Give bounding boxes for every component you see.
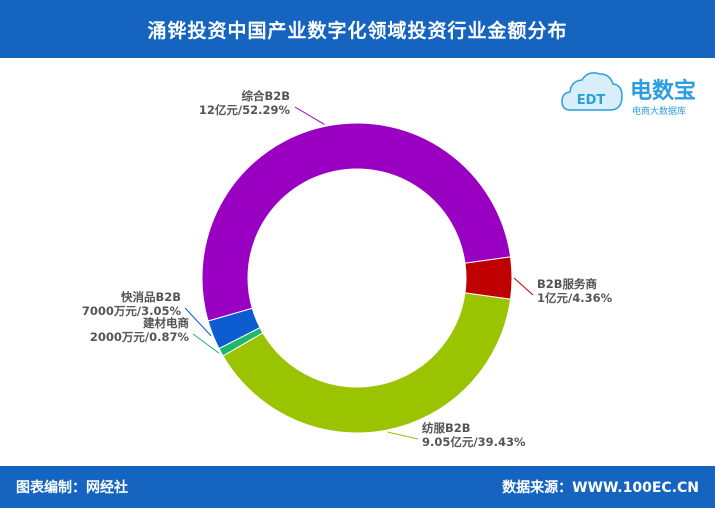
slice-name: 快消品B2B: [120, 290, 181, 304]
title-banner: 涌铧投资中国产业数字化领域投资行业金额分布: [0, 0, 715, 58]
slice-value: 1亿元/4.36%: [537, 291, 613, 305]
slice-label-3: 建材电商 2000万元/0.87%: [90, 316, 190, 344]
logo-title: 电数宝: [630, 78, 696, 104]
logo-subtitle: 电商大数据库: [632, 105, 686, 117]
slice-value: 2000万元/0.87%: [90, 330, 190, 344]
leader-line-2: [387, 431, 419, 440]
logo: EDT 电数宝 电商大数据库: [561, 72, 696, 117]
slice-label-4: 快消品B2B 7000万元/3.05%: [82, 290, 182, 318]
slice-value: 7000万元/3.05%: [82, 304, 182, 318]
footer-credit: 图表编制：网经社: [16, 480, 128, 496]
chart-title: 涌铧投资中国产业数字化领域投资行业金额分布: [147, 19, 568, 42]
slice-name: B2B服务商: [537, 277, 598, 291]
slice-label-2: 纺服B2B 9.05亿元/39.43%: [422, 421, 526, 449]
slice-value: 12亿元/52.29%: [199, 103, 291, 117]
slice-2: [222, 292, 512, 434]
slice-5: [201, 122, 512, 322]
donut-chart: B2B服务商 1亿元/4.36% 纺服B2B 9.05亿元/39.43% 建材电商 200…: [82, 89, 613, 449]
cloud-icon: [561, 72, 623, 111]
footer-source: 数据来源：WWW.100EC.CN: [502, 480, 699, 496]
slice-name: 建材电商: [143, 316, 189, 330]
slice-name: 纺服B2B: [422, 421, 471, 435]
slice-name: 综合B2B: [241, 89, 290, 103]
slice-value: 9.05亿元/39.43%: [422, 435, 526, 449]
slice-label-5: 综合B2B 12亿元/52.29%: [199, 89, 291, 117]
slice-label-1: B2B服务商 1亿元/4.36%: [537, 277, 613, 305]
leader-line-3: [192, 333, 220, 354]
leader-line-5: [294, 106, 325, 125]
leader-line-1: [513, 277, 534, 296]
footer-bar: 图表编制：网经社 数据来源：WWW.100EC.CN: [0, 466, 715, 508]
leader-line-4: [184, 307, 212, 337]
logo-mark: EDT: [577, 93, 606, 108]
slice-1: [464, 256, 513, 300]
